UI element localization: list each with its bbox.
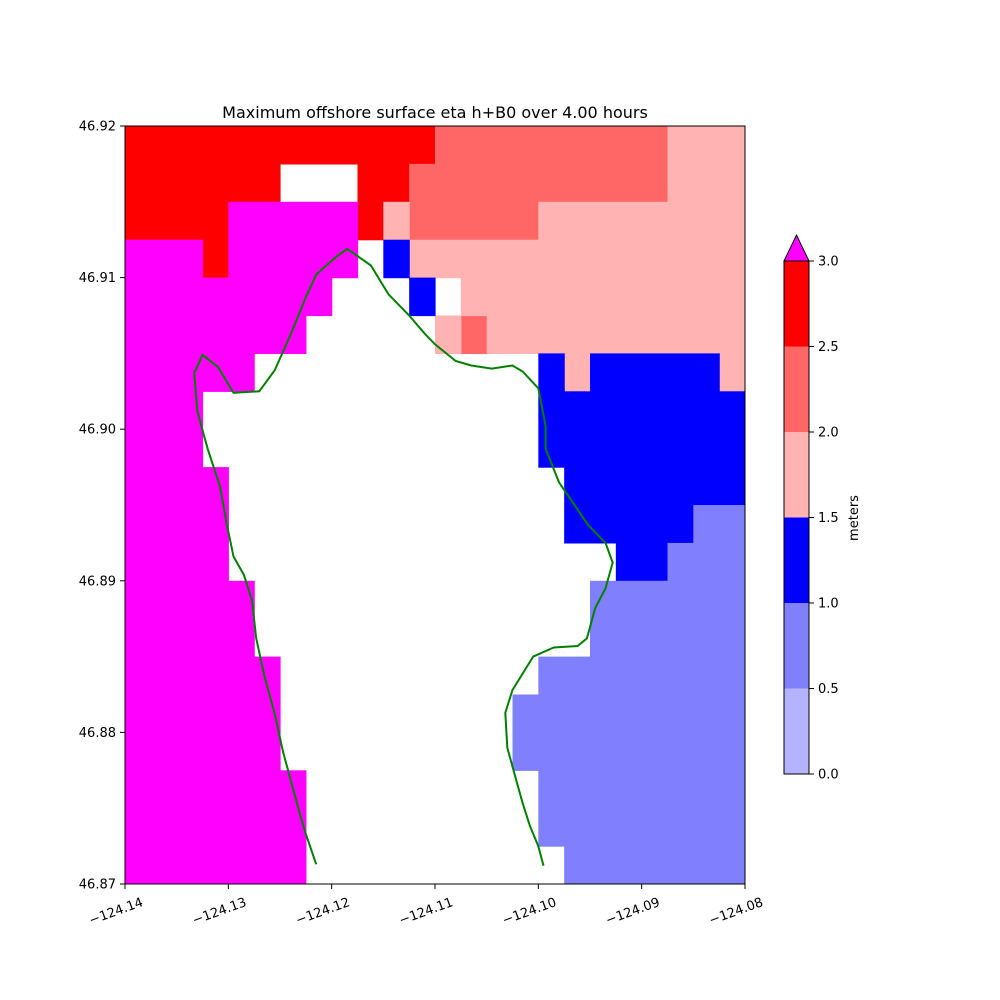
heatmap-cell: [719, 353, 745, 392]
heatmap-cell: [564, 505, 694, 544]
heatmap-cell: [409, 163, 669, 203]
heatmap-cell: [125, 391, 204, 468]
colorbar-segment: [784, 261, 809, 347]
heatmap-cell: [460, 315, 488, 354]
colorbar-tick-label: 3.0: [818, 255, 839, 270]
colorbar-label: meters: [847, 495, 862, 541]
y-tick-label: 46.91: [79, 271, 116, 286]
chart-title: Maximum offshore surface eta h+B0 over 4…: [222, 103, 648, 122]
heatmap-cell: [564, 467, 745, 506]
colorbar-tick-label: 1.5: [818, 511, 839, 526]
heatmap-cell: [460, 277, 745, 317]
heatmap-cell: [125, 353, 204, 392]
y-tick-label: 46.89: [79, 574, 116, 589]
heatmap-cell: [538, 770, 745, 847]
heatmap-cells: [125, 126, 745, 884]
plot-area: [124, 125, 746, 885]
heatmap-cell: [615, 542, 669, 582]
heatmap-cell: [280, 201, 359, 241]
heatmap-cell: [590, 580, 745, 658]
y-tick-label: 46.92: [79, 120, 116, 135]
heatmap-cell: [538, 201, 745, 241]
heatmap-cell: [693, 505, 745, 544]
colorbar-segment: [784, 688, 809, 774]
heatmap-cell: [125, 277, 333, 317]
heatmap-cell: [667, 542, 745, 582]
heatmap-cell: [357, 201, 384, 241]
heatmap-cell: [564, 846, 745, 884]
heatmap-cell: [357, 163, 410, 203]
colorbar-segment: [784, 517, 809, 603]
heatmap-cell: [667, 126, 745, 203]
heatmap-cell: [125, 201, 229, 241]
heatmap-cell: [512, 694, 745, 771]
heatmap-cell: [125, 656, 281, 771]
heatmap-cell: [125, 467, 229, 582]
y-tick-label: 46.87: [79, 878, 116, 893]
heatmap-cell: [228, 239, 359, 279]
heatmap-cell: [202, 239, 229, 279]
heatmap-cell: [435, 126, 669, 165]
heatmap-cell: [228, 201, 281, 241]
heatmap-cell: [538, 353, 565, 392]
colorbar-segment: [784, 346, 809, 432]
heatmap-cell: [125, 315, 307, 354]
colorbar: 0.0 0.5 1.0 1.5 2.0 2.5 3.0: [783, 233, 839, 783]
colorbar-tick-label: 0.5: [818, 682, 839, 697]
heatmap-cell: [538, 656, 745, 696]
heatmap-cell: [409, 201, 539, 241]
shoreline-line: [193, 247, 614, 867]
heatmap-cell: [125, 580, 255, 658]
colorbar-tick-label: 2.0: [818, 426, 839, 441]
heatmap-cell: [228, 353, 255, 392]
colorbar-tick-label: 1.0: [818, 597, 839, 612]
y-tick-label: 46.88: [79, 726, 116, 741]
heatmap-cell: [383, 239, 410, 279]
y-tick-label: 46.90: [79, 423, 116, 438]
heatmap-cell: [486, 315, 745, 354]
heatmap-cell: [590, 353, 720, 392]
colorbar-tick-label: 2.5: [818, 340, 839, 355]
heatmap-cell: [383, 201, 410, 241]
colorbar-tick-label: 0.0: [818, 768, 839, 783]
heatmap-cell: [125, 239, 204, 279]
colorbar-segment: [784, 432, 809, 518]
heatmap-cell: [125, 126, 436, 165]
heatmap-cell: [125, 163, 281, 203]
y-axis: 46.87 46.88 46.89 46.90 46.91 46.92: [79, 120, 125, 893]
heatmap-cell: [125, 770, 307, 884]
heatmap-cell: [564, 353, 591, 392]
heatmap-cell: [202, 353, 229, 392]
heatmap-cell: [409, 239, 745, 279]
heatmap-cell: [538, 391, 745, 468]
heatmap-cell: [409, 277, 436, 317]
colorbar-segment: [784, 603, 809, 689]
